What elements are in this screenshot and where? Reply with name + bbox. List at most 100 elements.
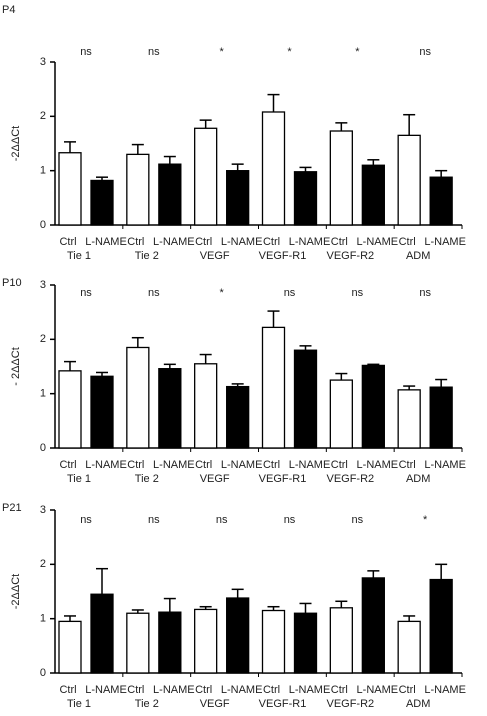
significance: ns [80,514,92,526]
group-label: Tie 2 [135,698,159,710]
bar-label: L-NAME [153,684,195,696]
group-label: VEGF-R2 [326,698,374,710]
y-tick-label: 0 [40,442,46,454]
group-label: Tie 1 [67,250,91,262]
bar-label: L-NAME [357,236,399,248]
group-label: VEGF-R1 [259,473,307,485]
panel-title: P4 [2,4,15,16]
group-label: Tie 2 [135,250,159,262]
significance: ns [352,514,364,526]
bar [293,349,318,449]
y-tick-label: 0 [40,219,46,231]
group-label: VEGF-R1 [259,250,307,262]
bar [126,346,150,449]
bar [58,152,82,226]
bar [126,612,150,674]
bar-label: Ctrl [59,459,76,471]
panel-title: P10 [2,277,22,289]
bar [261,111,286,226]
bar-label: Ctrl [59,684,76,696]
significance: ns [284,514,296,526]
y-tick-label: 0 [40,667,46,679]
significance: ns [216,514,228,526]
bar-label: L-NAME [221,236,263,248]
bar [361,364,385,449]
significance: ns [148,514,160,526]
bar-label: L-NAME [357,459,399,471]
y-tick-label: 3 [40,504,46,516]
bar [90,179,114,226]
y-axis-label: -2ΔΔCt [10,574,22,609]
bar [293,171,318,226]
bar-label: Ctrl [331,459,348,471]
bar [194,127,218,226]
y-tick-label: 1 [40,388,46,400]
group-label: VEGF [200,698,230,710]
y-tick-label: 2 [40,110,46,122]
bar-label: L-NAME [221,684,263,696]
bar-label: L-NAME [357,684,399,696]
significance: ns [419,46,431,58]
bar [58,370,82,449]
group-label: VEGF [200,473,230,485]
bar-label: Ctrl [59,236,76,248]
bar [397,389,421,449]
bar-label: Ctrl [263,684,280,696]
y-axis-label: -2ΔΔCt [10,126,22,161]
bar-label: Ctrl [399,236,416,248]
y-tick-label: 2 [40,333,46,345]
bar [158,611,182,674]
bar [126,153,150,226]
bar-label: Ctrl [195,684,212,696]
bar [429,176,453,226]
significance: ns [80,46,92,58]
bar [226,597,250,674]
bar [429,578,453,674]
bar-label: L-NAME [85,684,127,696]
bar-label: L-NAME [153,459,195,471]
bar [329,379,353,449]
bar [261,609,286,674]
bar [194,363,218,449]
bar-label: L-NAME [221,459,263,471]
significance: ns [284,287,296,299]
significance: * [423,514,428,526]
group-label: ADM [406,473,430,485]
bar [226,170,250,226]
bar-label: L-NAME [85,236,127,248]
bar-label: Ctrl [127,236,144,248]
bar [194,608,218,674]
bar-label: Ctrl [263,236,280,248]
bar-label: L-NAME [85,459,127,471]
bar-label: L-NAME [424,684,466,696]
bar [158,368,182,449]
bar [329,607,353,674]
bar-label: Ctrl [399,459,416,471]
group-label: VEGF [200,250,230,262]
y-axis-label: - 2ΔΔCt [10,347,22,386]
group-label: VEGF-R2 [326,473,374,485]
group-label: VEGF-R1 [259,698,307,710]
bar-label: L-NAME [153,236,195,248]
significance: ns [419,287,431,299]
bar-label: Ctrl [331,236,348,248]
group-label: Tie 1 [67,698,91,710]
significance: * [355,46,360,58]
bar [158,163,182,226]
bar-label: Ctrl [127,684,144,696]
group-label: Tie 1 [67,473,91,485]
y-tick-label: 3 [40,56,46,68]
panel-title: P21 [2,502,22,514]
bar-label: L-NAME [424,236,466,248]
significance: * [220,46,225,58]
y-tick-label: 1 [40,165,46,177]
bar [429,386,453,449]
bar-label: Ctrl [195,236,212,248]
bar-label: L-NAME [289,684,331,696]
bar-label: L-NAME [424,459,466,471]
bar [90,593,114,674]
significance: * [220,287,225,299]
bar [293,612,318,674]
bar [90,375,114,449]
